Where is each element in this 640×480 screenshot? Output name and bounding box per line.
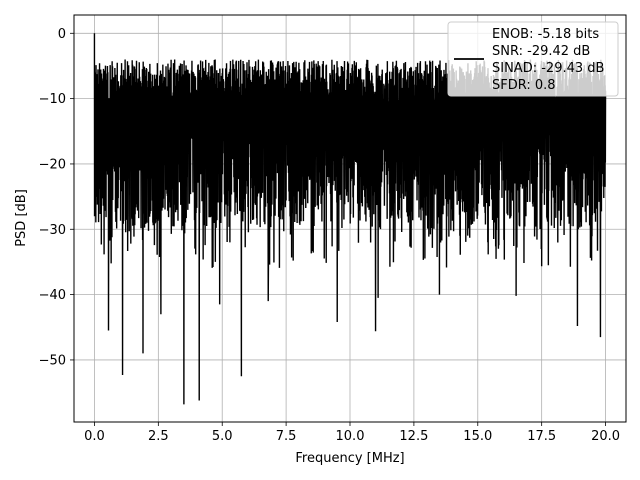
- x-tick-label: 15.0: [463, 429, 492, 444]
- x-tick-label: 5.0: [212, 429, 233, 444]
- legend-entry-sinad: SINAD: -29.43 dB: [492, 61, 604, 76]
- legend-entry-snr: SNR: -29.42 dB: [492, 44, 590, 59]
- psd-line: [93, 33, 607, 405]
- y-tick-label: −50: [39, 353, 66, 368]
- y-tick-label: 0: [58, 27, 66, 42]
- y-tick-label: −40: [39, 288, 66, 303]
- psd-series: [93, 33, 607, 405]
- x-tick-label: 0.0: [84, 429, 105, 444]
- x-tick-label: 20.0: [591, 429, 620, 444]
- y-axis-label: PSD [dB]: [14, 189, 29, 247]
- x-tick-label: 17.5: [527, 429, 556, 444]
- legend-entry-sfdr: SFDR: 0.8: [492, 78, 556, 93]
- x-tick-label: 7.5: [276, 429, 297, 444]
- y-axis-ticks: 0 −10 −20 −30 −40 −50: [39, 27, 74, 368]
- x-axis-ticks: 0.0 2.5 5.0 7.5 10.0 12.5 15.0 17.5 20.0: [84, 422, 620, 444]
- y-tick-label: −10: [39, 92, 66, 107]
- legend: ENOB: -5.18 bits SNR: -29.42 dB SINAD: -…: [447, 21, 619, 97]
- y-tick-label: −30: [39, 223, 66, 238]
- legend-box: [447, 21, 619, 97]
- x-tick-label: 2.5: [148, 429, 169, 444]
- x-tick-label: 12.5: [399, 429, 428, 444]
- legend-entry-enob: ENOB: -5.18 bits: [492, 27, 599, 42]
- x-tick-label: 10.0: [336, 429, 365, 444]
- x-axis-label: Frequency [MHz]: [295, 451, 404, 466]
- y-tick-label: −20: [39, 157, 66, 172]
